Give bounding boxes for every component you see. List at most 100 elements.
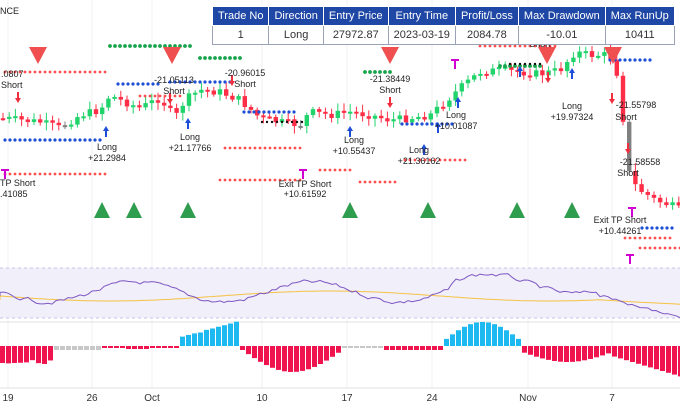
stop-dot [368,180,372,184]
histogram-bar [678,346,680,377]
stop-dot [503,64,507,68]
histogram-bar [0,346,5,364]
stop-dot [383,180,387,184]
candle-body [236,96,241,100]
histogram-bar [60,346,65,350]
candle-body [521,71,526,76]
candle-body [372,115,378,119]
stop-dot [103,172,107,176]
histogram-bar [624,346,629,361]
stop-dot [428,158,432,162]
sell-triangles [29,47,622,64]
stop-dot [43,138,47,142]
stop-dot [538,44,542,48]
buy-triangle [126,202,142,218]
stop-dot [363,70,367,74]
stop-dot [223,146,227,150]
histogram-bar [588,346,593,359]
candle-body [174,108,179,113]
candle-body [124,99,130,107]
histogram-bar [84,346,89,350]
stop-dot [533,62,537,66]
stop-dot [663,246,667,250]
stop-dot [513,44,517,48]
candle-body [224,89,229,96]
stop-dot [328,168,332,172]
stop-dot [403,158,407,162]
stop-dot [523,62,527,66]
stop-dot [257,110,261,114]
stop-dot [660,226,664,230]
buy-triangle [509,202,525,218]
stop-dot [283,178,287,182]
stop-dot [78,70,82,74]
histogram-bar [96,346,101,350]
stop-dot [498,64,502,68]
stop-dot [248,146,252,150]
stop-dot [673,246,677,250]
stop-dot [498,44,502,48]
stop-dot [68,172,72,176]
histogram-bar [258,346,263,362]
candle-body [348,111,353,114]
histogram-bar [24,346,29,363]
annotation-label: -21.58558 [620,157,661,167]
histogram-bar [426,346,431,350]
candle-body [651,194,657,198]
histogram-bar [504,330,509,346]
cell-max-runup: 10411 [604,25,675,45]
histogram-bar [564,346,569,362]
annotation-label: Long [97,142,117,152]
histogram-bar [438,346,443,350]
stop-dot [223,80,227,84]
histogram-bar [432,346,437,350]
candle-body [410,119,415,123]
stop-dot [247,110,251,114]
stop-dot [248,178,252,182]
stop-dot [158,44,162,48]
buy-triangle [180,202,196,218]
stop-dot [503,44,507,48]
stop-dot [203,80,207,84]
candle-body [571,57,576,63]
candle-body [391,119,396,122]
stop-dot [508,44,512,48]
exit-marker [1,169,9,179]
arrow-up [185,118,191,129]
histogram-bar [252,346,257,359]
histogram-bar [324,346,329,361]
stop-dot [633,236,637,240]
annotation-label: Long [562,101,582,111]
stop-dot [53,138,57,142]
candle-body [186,93,192,106]
histogram-bar [600,346,605,356]
candle-body [112,96,117,99]
candle-body [193,92,198,95]
stop-dot [198,80,202,84]
arrow-up [435,122,441,133]
col-entry-price: Entry Price [322,6,389,26]
stop-dot [163,44,167,48]
stop-dot [288,178,292,182]
candle-body [50,120,55,123]
stop-dot [3,70,7,74]
histogram-bar [102,346,107,348]
candle-body [633,170,638,185]
arrow-down [609,93,615,104]
stop-dot [450,122,454,126]
stop-dot [93,138,97,142]
stop-dot [623,58,627,62]
stop-dot [493,44,497,48]
stop-dot [268,178,272,182]
stop-dot [433,158,437,162]
stop-dot [378,70,382,74]
stop-dot [63,70,67,74]
stop-dot [368,70,372,74]
candle-body [602,52,607,56]
stop-dot [523,44,527,48]
stop-dot [53,172,57,176]
stop-dot [298,178,302,182]
annotation-label: Short [615,112,637,122]
